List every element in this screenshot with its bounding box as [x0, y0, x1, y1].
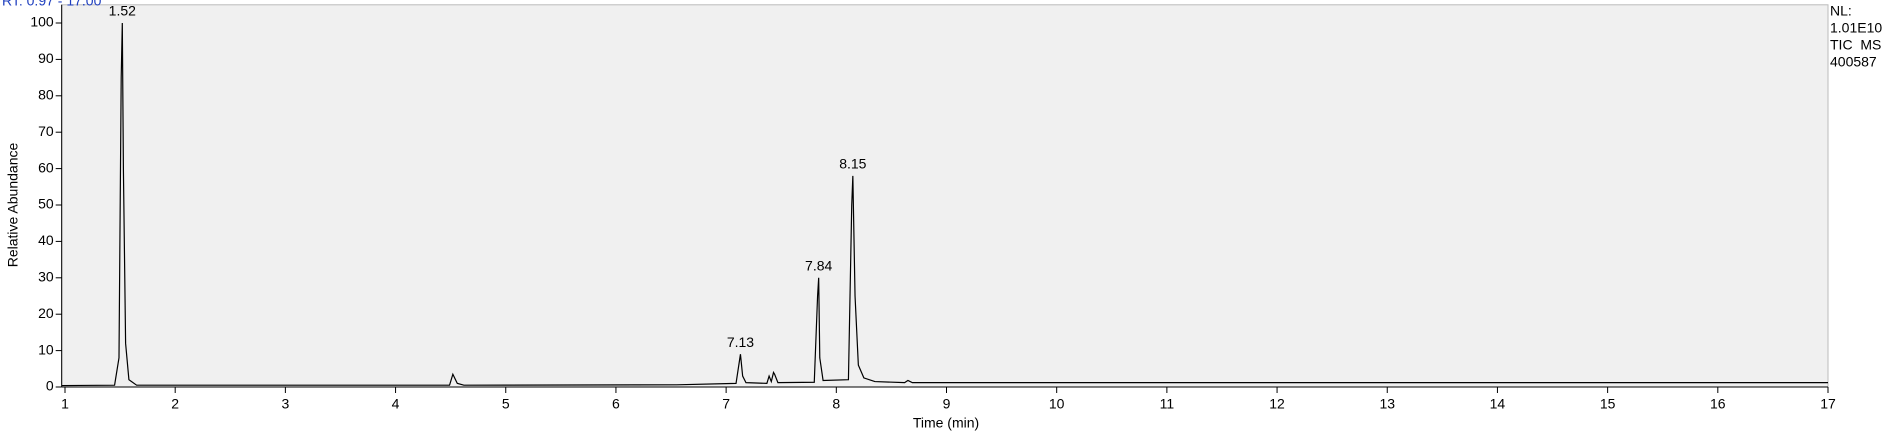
y-tick-label: 90	[38, 50, 54, 66]
x-tick-label: 9	[943, 396, 951, 412]
x-tick-label: 12	[1269, 396, 1285, 412]
peak-label: 7.13	[727, 334, 754, 350]
peak-label: 8.15	[839, 156, 866, 172]
x-axis-label: Time (min)	[913, 415, 979, 431]
info-text: 1.01E10	[1830, 20, 1882, 36]
x-tick-label: 11	[1160, 396, 1175, 412]
peak-label: 7.84	[805, 258, 832, 274]
y-tick-label: 20	[38, 305, 54, 321]
y-tick-label: 0	[46, 378, 54, 394]
x-tick-label: 16	[1710, 396, 1726, 412]
x-tick-label: 4	[392, 396, 400, 412]
x-tick-label: 14	[1490, 396, 1506, 412]
y-tick-label: 80	[38, 87, 54, 103]
y-tick-label: 60	[38, 159, 54, 175]
x-tick-label: 2	[171, 396, 179, 412]
x-tick-label: 13	[1379, 396, 1395, 412]
x-tick-label: 8	[832, 396, 840, 412]
x-tick-label: 15	[1600, 396, 1616, 412]
range-header: RT: 0.97 - 17.00	[2, 0, 102, 9]
info-text: NL:	[1830, 3, 1852, 19]
x-tick-label: 10	[1049, 396, 1065, 412]
x-tick-label: 7	[722, 396, 730, 412]
x-tick-label: 5	[502, 396, 510, 412]
y-tick-label: 50	[38, 196, 54, 212]
peak-label: 1.52	[109, 3, 136, 19]
plot-area	[61, 4, 1829, 388]
y-tick-label: 40	[38, 232, 54, 248]
x-tick-label: 1	[61, 396, 69, 412]
info-text: 400587	[1830, 54, 1877, 70]
y-tick-label: 30	[38, 269, 54, 285]
x-tick-label: 3	[281, 396, 289, 412]
x-tick-label: 17	[1820, 396, 1836, 412]
x-tick-label: 6	[612, 396, 620, 412]
trace	[61, 22, 1828, 387]
y-tick-label: 70	[38, 123, 54, 139]
info-text: TIC MS	[1830, 37, 1881, 53]
y-tick-label: 100	[30, 14, 54, 30]
y-axis-label: Relative Abundance	[5, 143, 21, 268]
y-tick-label: 10	[38, 341, 54, 357]
